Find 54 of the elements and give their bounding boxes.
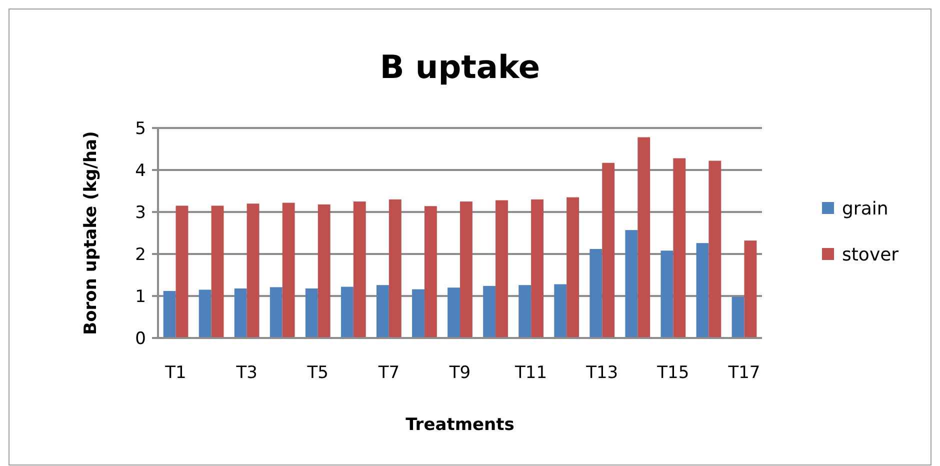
bar — [211, 206, 224, 338]
legend-label: grain — [842, 198, 888, 220]
y-tick-label: 3 — [135, 202, 146, 223]
bar — [234, 288, 247, 338]
bar — [282, 202, 295, 338]
bar — [602, 162, 615, 338]
bar — [340, 286, 354, 338]
bar — [353, 202, 366, 338]
bar — [660, 250, 674, 338]
x-tick-label: T11 — [514, 363, 548, 383]
bar — [412, 289, 424, 338]
x-tick-label: T15 — [656, 363, 690, 383]
bar — [163, 290, 176, 338]
bar — [460, 202, 472, 338]
bar — [732, 296, 744, 338]
bar — [424, 206, 437, 338]
bar — [496, 200, 508, 338]
bar — [554, 284, 567, 338]
bar — [483, 286, 496, 338]
bar — [246, 204, 260, 338]
y-tick-label: 1 — [135, 286, 146, 307]
x-tick-label: T13 — [585, 363, 618, 383]
x-tick-label: T9 — [448, 363, 471, 383]
x-tick-label: T7 — [377, 363, 400, 383]
bar — [590, 248, 602, 338]
bar — [744, 240, 757, 338]
x-axis-title: Treatments — [406, 415, 514, 435]
x-tick-label: T3 — [235, 363, 258, 383]
y-tick-label: 0 — [135, 328, 146, 349]
bar — [708, 160, 722, 338]
bar — [518, 285, 532, 338]
x-tick-label: T1 — [164, 363, 186, 383]
bar — [625, 230, 638, 338]
x-tick-label: T5 — [306, 363, 328, 383]
y-tick-label: 4 — [135, 160, 146, 181]
bar — [198, 290, 212, 338]
bar — [638, 137, 650, 338]
chart-title: B uptake — [380, 48, 540, 86]
bar — [531, 199, 544, 338]
y-axis-title: Boron uptake (kg/ha) — [81, 131, 101, 335]
bar — [318, 204, 330, 338]
bar — [376, 285, 389, 338]
legend-label: stover — [842, 244, 900, 266]
y-tick-label: 5 — [135, 118, 146, 139]
bar — [270, 287, 282, 338]
bar — [176, 206, 188, 338]
x-tick-label: T17 — [727, 363, 760, 383]
bar — [566, 197, 580, 338]
bar — [388, 199, 402, 338]
bar — [696, 243, 709, 338]
bar — [448, 288, 460, 338]
bar — [305, 288, 318, 338]
y-tick-label: 2 — [135, 244, 146, 265]
bar — [673, 158, 686, 338]
